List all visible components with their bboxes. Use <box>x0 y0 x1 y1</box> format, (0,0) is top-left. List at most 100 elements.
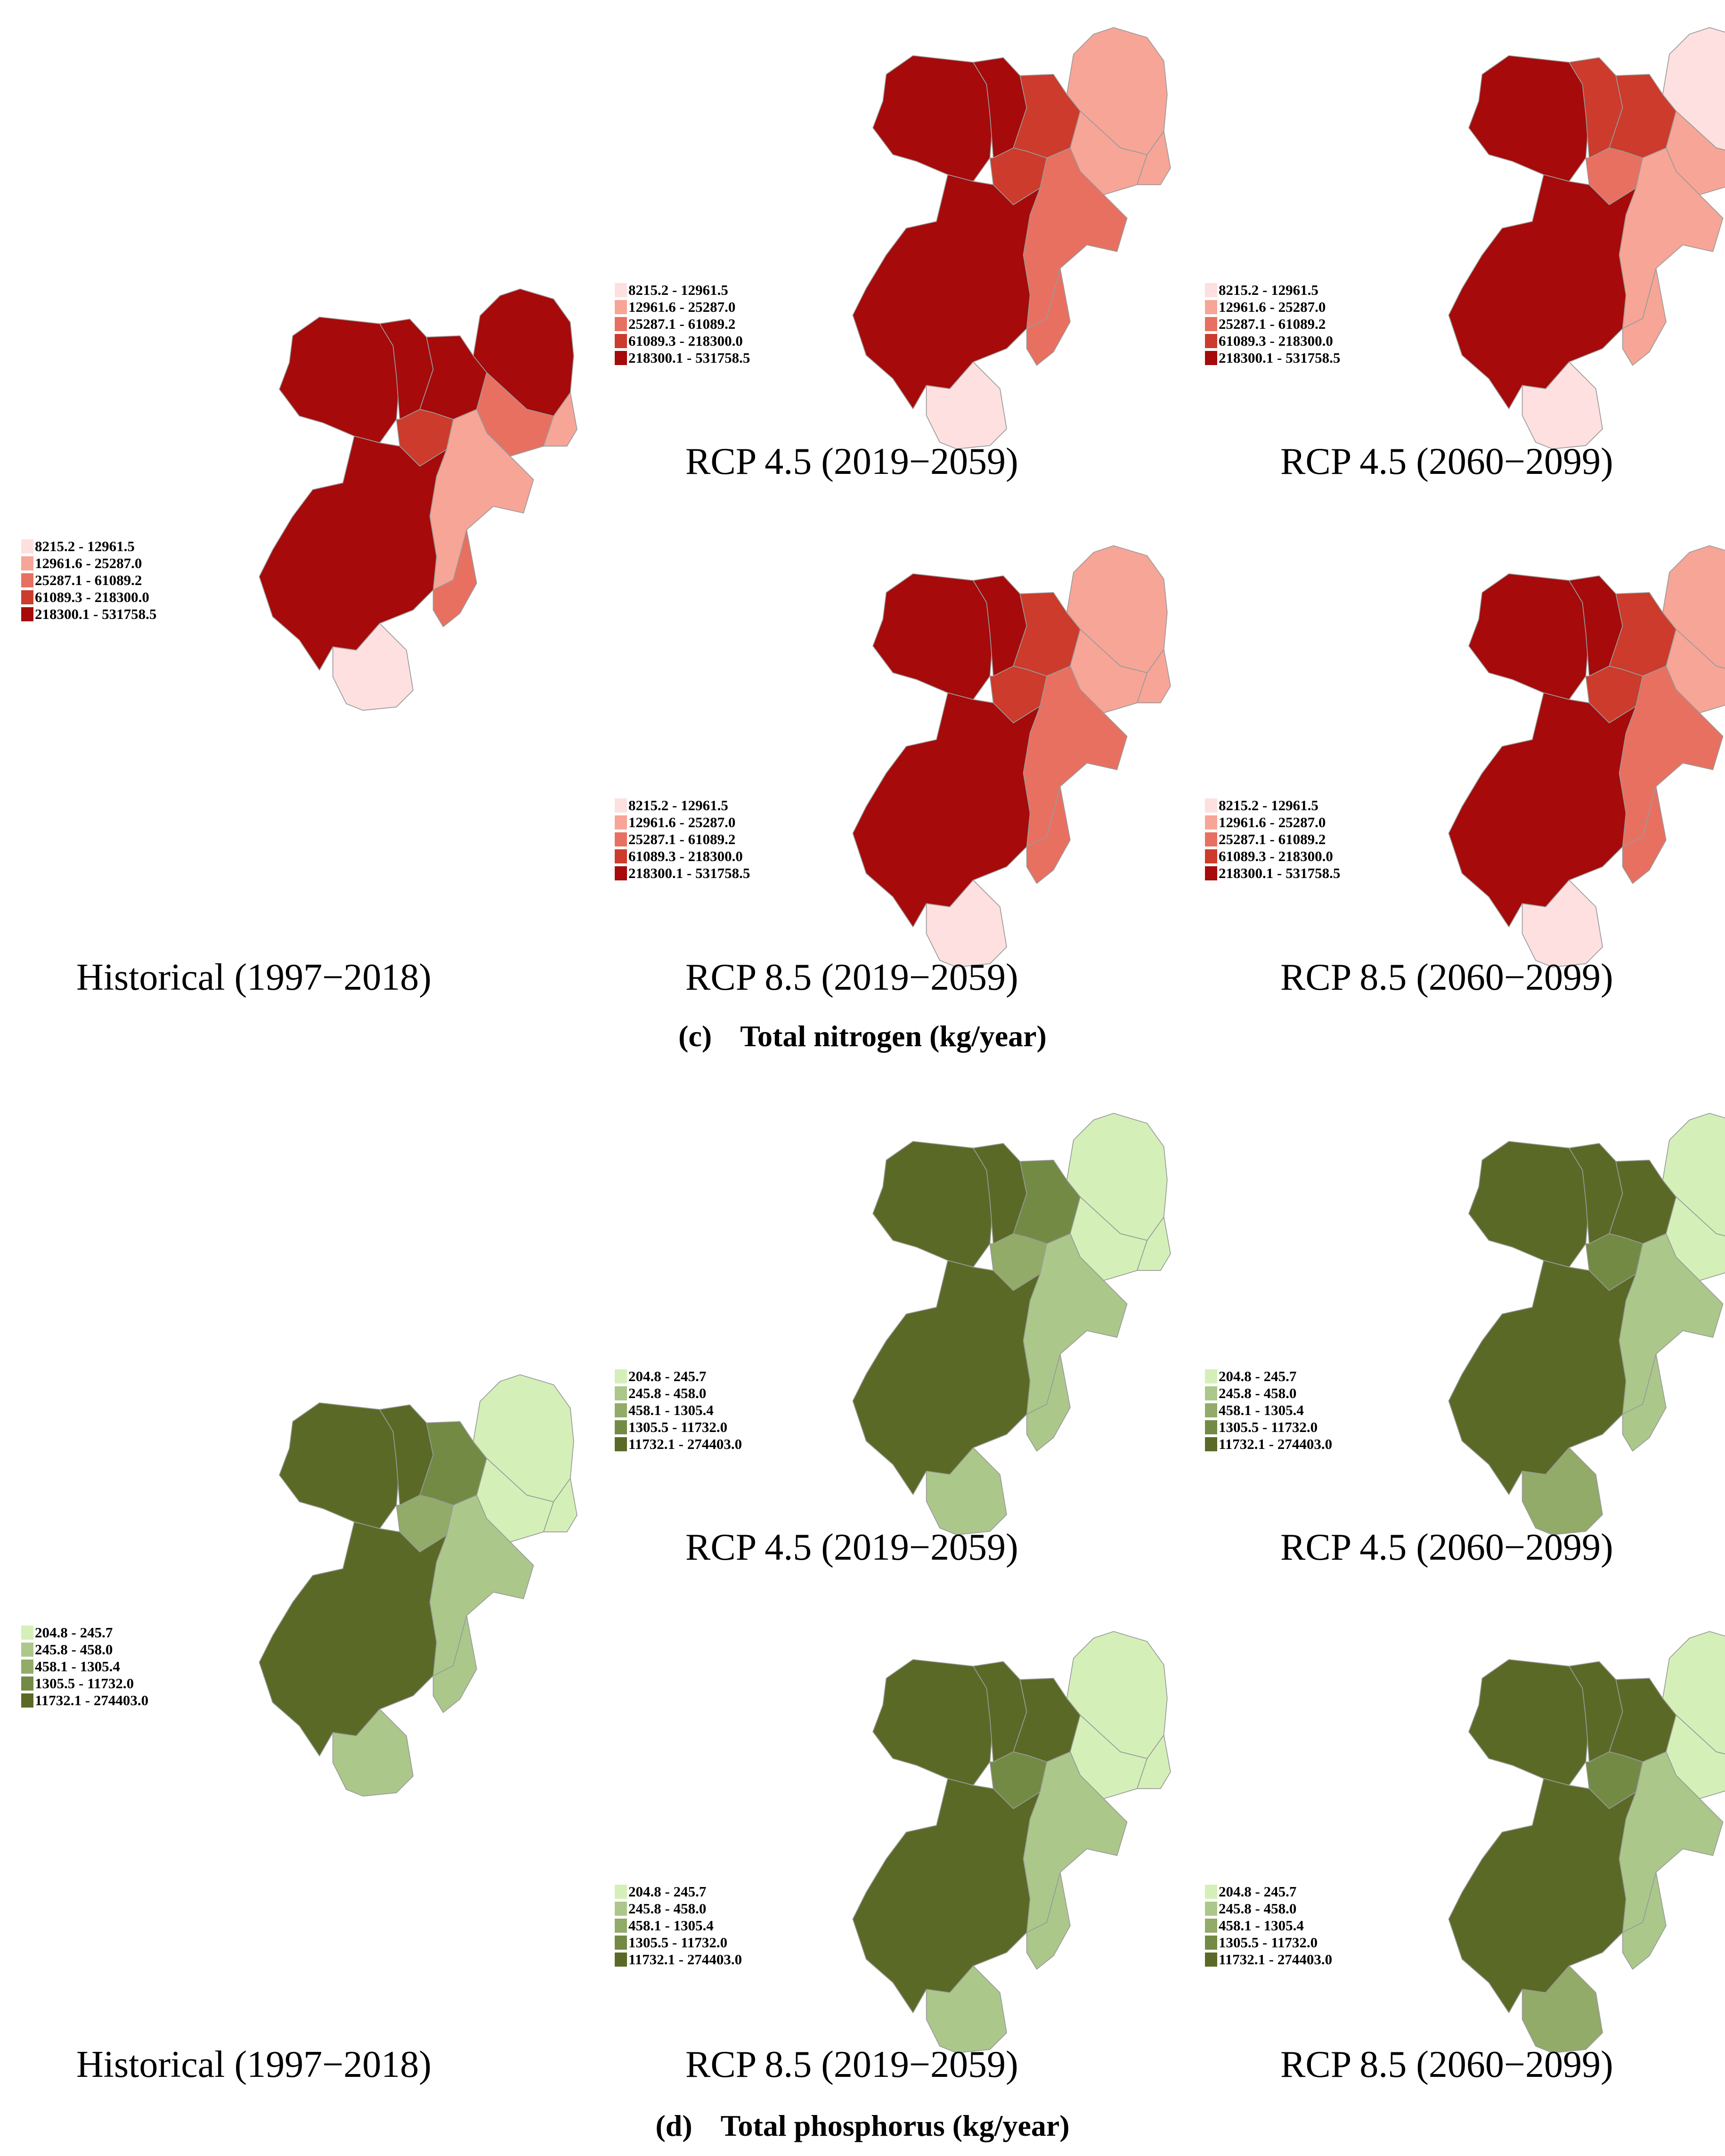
legend-label: 204.8 - 245.7 <box>1219 1883 1297 1900</box>
legend-item: 204.8 - 245.7 <box>615 1368 742 1385</box>
sub-basin-1 <box>1468 1141 1590 1268</box>
map-phosphorus-rcp45-2019-2059 <box>852 1113 1171 1535</box>
sub-basin-10 <box>1026 786 1071 884</box>
sub-basin-9 <box>852 174 1041 409</box>
map-phosphorus-rcp45-2060-2099 <box>1448 1113 1725 1535</box>
legend-label: 245.8 - 458.0 <box>35 1641 113 1658</box>
legend-label: 218300.1 - 531758.5 <box>1219 350 1341 366</box>
legend-item: 8215.2 - 12961.5 <box>21 538 156 555</box>
legend-label: 12961.6 - 25287.0 <box>35 555 142 571</box>
sub-basin-9 <box>1448 692 1636 927</box>
sub-basin-11 <box>1522 361 1603 449</box>
legend-item: 12961.6 - 25287.0 <box>1205 814 1340 831</box>
sub-basin-11 <box>926 879 1007 968</box>
legend-swatch <box>615 1369 627 1383</box>
legend-phosphorus-historical: 204.8 - 245.7 245.8 - 458.0 458.1 - 1305.4… <box>21 1624 148 1709</box>
sub-basin-7 <box>1137 649 1171 703</box>
sub-basin-10 <box>1622 268 1667 366</box>
caption-nitrogen-rcp45-2060-2099: RCP 4.5 (2060−2099) <box>1280 441 1613 482</box>
legend-item: 11732.1 - 274403.0 <box>1205 1436 1332 1453</box>
sub-basin-10 <box>1622 786 1667 884</box>
sub-basin-10 <box>1026 1871 1071 1970</box>
map-phosphorus-historical <box>259 1374 578 1797</box>
legend-swatch <box>615 1403 627 1417</box>
sub-basin-1 <box>872 573 994 700</box>
sub-basin-1 <box>872 1141 994 1268</box>
sub-basin-10 <box>1026 268 1071 366</box>
sub-basin-7 <box>1137 130 1171 185</box>
sub-basin-11 <box>332 623 414 711</box>
legend-item: 458.1 - 1305.4 <box>1205 1917 1332 1934</box>
legend-label: 25287.1 - 61089.2 <box>35 572 142 588</box>
legend-swatch <box>21 1626 33 1640</box>
legend-label: 61089.3 - 218300.0 <box>628 848 743 864</box>
legend-label: 458.1 - 1305.4 <box>1219 1917 1304 1934</box>
legend-label: 1305.5 - 11732.0 <box>628 1419 728 1435</box>
legend-label: 8215.2 - 12961.5 <box>1219 282 1318 298</box>
legend-item: 8215.2 - 12961.5 <box>615 282 750 299</box>
legend-label: 61089.3 - 218300.0 <box>1219 848 1333 864</box>
legend-swatch <box>1205 849 1217 863</box>
sub-basin-9 <box>852 1260 1041 1495</box>
legend-item: 204.8 - 245.7 <box>1205 1883 1332 1900</box>
sub-basin-9 <box>259 1521 447 1757</box>
legend-phosphorus-rcp45-2060-2099: 204.8 - 245.7 245.8 - 458.0 458.1 - 1305.4… <box>1205 1368 1332 1453</box>
legend-swatch <box>21 1643 33 1657</box>
legend-label: 245.8 - 458.0 <box>628 1385 707 1401</box>
legend-swatch <box>1205 1885 1217 1899</box>
legend-label: 25287.1 - 61089.2 <box>1219 316 1326 332</box>
legend-item: 8215.2 - 12961.5 <box>1205 797 1340 814</box>
legend-swatch <box>615 866 627 880</box>
sub-basin-1 <box>1468 1659 1590 1786</box>
legend-label: 218300.1 - 531758.5 <box>628 350 750 366</box>
legend-item: 11732.1 - 274403.0 <box>1205 1951 1332 1968</box>
legend-swatch <box>615 1386 627 1400</box>
map-phosphorus-rcp85-2060-2099 <box>1448 1631 1725 2053</box>
sub-basin-11 <box>1522 1965 1603 2053</box>
legend-swatch <box>21 573 33 587</box>
legend-nitrogen-rcp85-2019-2059: 8215.2 - 12961.5 12961.6 - 25287.0 25287.1… <box>615 797 750 882</box>
legend-swatch <box>1205 1403 1217 1417</box>
legend-swatch <box>615 1902 627 1916</box>
legend-item: 458.1 - 1305.4 <box>21 1658 148 1675</box>
legend-label: 12961.6 - 25287.0 <box>628 814 736 830</box>
sub-basin-7 <box>543 392 578 447</box>
legend-item: 8215.2 - 12961.5 <box>615 797 750 814</box>
legend-item: 458.1 - 1305.4 <box>1205 1402 1332 1419</box>
legend-swatch <box>615 317 627 331</box>
legend-label: 11732.1 - 274403.0 <box>1219 1951 1333 1968</box>
legend-swatch <box>615 1953 627 1967</box>
legend-nitrogen-historical: 8215.2 - 12961.5 12961.6 - 25287.0 25287.1… <box>21 538 156 623</box>
legend-item: 218300.1 - 531758.5 <box>21 606 156 623</box>
legend-item: 204.8 - 245.7 <box>21 1624 148 1641</box>
legend-swatch <box>615 1936 627 1950</box>
legend-item: 8215.2 - 12961.5 <box>1205 282 1340 299</box>
sub-basin-10 <box>432 1615 477 1713</box>
legend-item: 61089.3 - 218300.0 <box>1205 333 1340 350</box>
map-nitrogen-rcp85-2019-2059 <box>852 545 1171 968</box>
legend-swatch <box>615 1919 627 1933</box>
legend-item: 218300.1 - 531758.5 <box>1205 865 1340 882</box>
sub-basin-11 <box>1522 879 1603 968</box>
legend-label: 11732.1 - 274403.0 <box>35 1692 149 1709</box>
sub-basin-7 <box>1137 1216 1171 1271</box>
legend-swatch <box>1205 1919 1217 1933</box>
sub-basin-10 <box>1622 1353 1667 1452</box>
legend-label: 218300.1 - 531758.5 <box>628 865 750 881</box>
legend-swatch <box>1205 1902 1217 1916</box>
legend-swatch <box>615 283 627 297</box>
sub-basin-1 <box>1468 573 1590 700</box>
legend-label: 61089.3 - 218300.0 <box>35 589 149 605</box>
legend-label: 11732.1 - 274403.0 <box>628 1951 742 1968</box>
caption-phosphorus-historical: Historical (1997−2018) <box>76 2044 431 2085</box>
section-label-phosphorus: Total phosphorus (kg/year) <box>720 2109 1070 2142</box>
sub-basin-11 <box>926 1447 1007 1535</box>
legend-item: 1305.5 - 11732.0 <box>1205 1419 1332 1436</box>
legend-item: 61089.3 - 218300.0 <box>615 848 750 865</box>
sub-basin-1 <box>872 1659 994 1786</box>
legend-label: 61089.3 - 218300.0 <box>1219 333 1333 349</box>
sub-basin-10 <box>1622 1871 1667 1970</box>
legend-item: 245.8 - 458.0 <box>615 1385 742 1402</box>
legend-label: 12961.6 - 25287.0 <box>628 299 736 315</box>
sub-basin-1 <box>279 317 400 443</box>
